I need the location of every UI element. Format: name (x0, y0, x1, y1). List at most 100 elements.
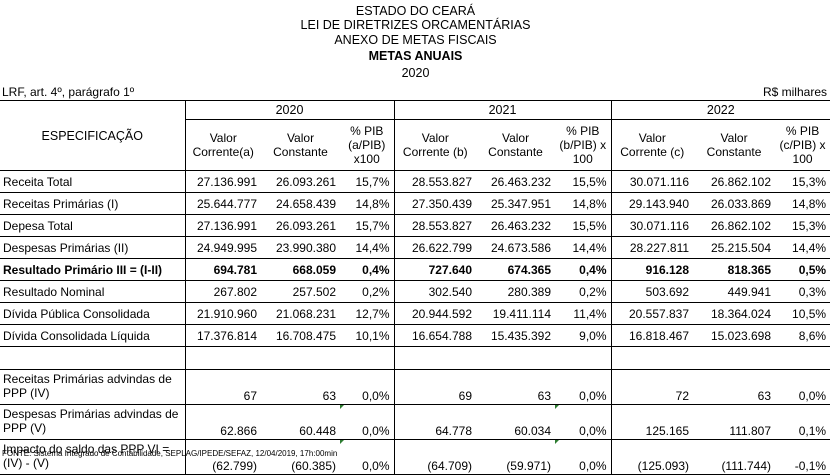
table-row: Dívida Consolidada Líquida 17.376.814 16.7… (0, 324, 831, 347)
table-cell: 280.389 (476, 280, 556, 303)
table-cell: 111.807 (693, 404, 776, 440)
table-cell: 72 (611, 369, 694, 405)
table-cell: 14,4% (340, 236, 395, 259)
table-cell: 20.944.592 (394, 302, 477, 325)
table-cell: 28.227.811 (611, 236, 694, 259)
metas-table: ESPECIFICAÇÃO 2020 2021 2022 Valor Corre… (0, 100, 831, 475)
table-cell: 28.553.827 (394, 170, 477, 193)
table-cell: 0,0% (340, 439, 395, 475)
table-cell: 21.910.960 (185, 302, 261, 325)
table-cell: 60.448 (261, 404, 340, 440)
table-cell: 0,2% (340, 280, 395, 303)
table-cell: 26.093.261 (261, 214, 340, 237)
table-cell: (111.744) (693, 439, 776, 475)
table-cell: 21.068.231 (261, 302, 340, 325)
row-label: Depesa Total (0, 214, 186, 237)
row-label: Receitas Primárias (I) (0, 192, 186, 215)
column-header: Valor Corrente(a) (185, 119, 261, 171)
table-cell: 23.990.380 (261, 236, 340, 259)
table-row: Dívida Pública Consolidada 21.910.960 21.0… (0, 302, 831, 325)
column-header: % PIB (b/PIB) x 100 (555, 119, 612, 171)
table-cell: 25.347.951 (476, 192, 556, 215)
table-cell: 257.502 (261, 280, 340, 303)
table-cell: -0,1% (775, 439, 831, 475)
table-cell: 15.435.392 (476, 324, 556, 347)
table-cell: 62.866 (185, 404, 261, 440)
table-cell: 29.143.940 (611, 192, 694, 215)
row-label: Dívida Consolidada Líquida (0, 324, 186, 347)
table-cell: 14,8% (555, 192, 612, 215)
column-header: % PIB (c/PIB) x 100 (775, 119, 831, 171)
table-cell: 302.540 (394, 280, 477, 303)
table-cell: 63 (261, 369, 340, 405)
table-cell: 15,5% (555, 170, 612, 193)
table-cell: 8,6% (775, 324, 831, 347)
table-cell: 125.165 (611, 404, 694, 440)
table-cell: 17.376.814 (185, 324, 261, 347)
table-cell: 0,0% (555, 439, 612, 475)
row-label: Dívida Pública Consolidada (0, 302, 186, 325)
column-header: Valor Constante (476, 119, 556, 171)
report-title: METAS ANUAIS (368, 49, 463, 63)
table-cell: 64.778 (394, 404, 477, 440)
table-cell: 27.136.991 (185, 214, 261, 237)
table-cell: 30.071.116 (611, 170, 694, 193)
table-cell: 0,3% (775, 280, 831, 303)
table-cell: 26.033.869 (693, 192, 776, 215)
table-cell: 15,7% (340, 170, 395, 193)
state-title: ESTADO DO CEARÁ (355, 4, 476, 18)
column-header: Valor Constante (693, 119, 776, 171)
table-cell: 60.034 (476, 404, 556, 440)
table-cell: 15,7% (340, 214, 395, 237)
row-label: Resultado Primário III = (I-II) (0, 258, 186, 281)
table-cell: 63 (476, 369, 556, 405)
table-cell: 11,4% (555, 302, 612, 325)
row-label: Receita Total (0, 170, 186, 193)
table-cell: 10,1% (340, 324, 395, 347)
table-cell: 449.941 (693, 280, 776, 303)
row-label: Receitas Primárias advindas de PPP (IV) (0, 369, 186, 405)
table-cell: 26.463.232 (476, 214, 556, 237)
table-cell: 0,5% (775, 258, 831, 281)
table-cell: 15,3% (775, 170, 831, 193)
table-cell: 24.658.439 (261, 192, 340, 215)
table-cell: 20.557.837 (611, 302, 694, 325)
table-cell: 15,5% (555, 214, 612, 237)
table-row: Receitas Primárias advindas de PPP (IV) 6… (0, 369, 831, 405)
column-header: Valor Constante (261, 119, 340, 171)
table-cell: 267.802 (185, 280, 261, 303)
year-2021-header: 2021 (394, 100, 612, 120)
table-cell: 28.553.827 (394, 214, 477, 237)
table-cell: 26.622.799 (394, 236, 477, 259)
table-row: Receita Total 27.136.991 26.093.261 15,7% 28… (0, 170, 831, 193)
report-year: 2020 (401, 66, 430, 80)
year-2022-header: 2022 (611, 100, 831, 120)
table-cell: 19.411.114 (476, 302, 556, 325)
table-cell: 727.640 (394, 258, 477, 281)
table-cell: (125.093) (611, 439, 694, 475)
table-cell: 12,7% (340, 302, 395, 325)
annex-title: ANEXO DE METAS FISCAIS (334, 33, 497, 47)
table-cell: 30.071.116 (611, 214, 694, 237)
table-cell: 26.093.261 (261, 170, 340, 193)
table-cell: 67 (185, 369, 261, 405)
table-row: Receitas Primárias (I) 25.644.777 24.658.4… (0, 192, 831, 215)
table-cell: 0,0% (775, 369, 831, 405)
table-cell: 14,8% (340, 192, 395, 215)
table-row: Resultado Nominal 267.802 257.502 0,2% 302.5… (0, 280, 831, 303)
table-cell: 0,0% (555, 369, 612, 405)
table-cell: 25.215.504 (693, 236, 776, 259)
table-row: Despesas Primárias advindas de PPP (V) 62… (0, 404, 831, 440)
column-header: % PIB (a/PIB) x100 (340, 119, 395, 171)
table-cell: 14,4% (555, 236, 612, 259)
law-title: LEI DE DIRETRIZES ORCAMENTÁRIAS (300, 18, 531, 32)
table-cell: 0,4% (555, 258, 612, 281)
table-cell: 24.673.586 (476, 236, 556, 259)
row-label: Despesas Primárias advindas de PPP (V) (0, 404, 186, 440)
table-cell: 26.463.232 (476, 170, 556, 193)
spacer-row (0, 346, 831, 370)
spec-header: ESPECIFICAÇÃO (0, 100, 186, 171)
table-cell: 668.059 (261, 258, 340, 281)
year-2020-header: 2020 (185, 100, 395, 120)
table-cell: (59.971) (476, 439, 556, 475)
